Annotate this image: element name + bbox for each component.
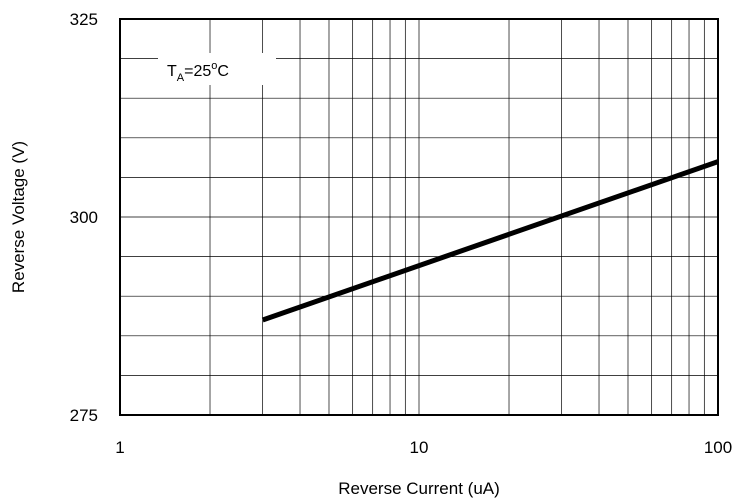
annotation-text: TA=25oC xyxy=(167,60,229,84)
series-line xyxy=(261,159,719,323)
x-tick-label: 1 xyxy=(115,438,124,457)
annotation-box: TA=25oC xyxy=(158,53,276,85)
series-group xyxy=(261,159,719,323)
y-tick-label: 275 xyxy=(70,406,98,425)
y-axis-label: Reverse Voltage (V) xyxy=(9,141,28,293)
y-tick-label: 300 xyxy=(70,208,98,227)
plot-frame xyxy=(119,18,719,416)
tick-labels: 1 10 100 275 300 325 xyxy=(70,10,733,457)
grid xyxy=(120,19,718,415)
x-tick-label: 10 xyxy=(410,438,429,457)
y-tick-label: 325 xyxy=(70,10,98,29)
annotation-background xyxy=(158,53,276,85)
x-axis-label: Reverse Current (uA) xyxy=(338,479,500,498)
x-tick-label: 100 xyxy=(704,438,732,457)
